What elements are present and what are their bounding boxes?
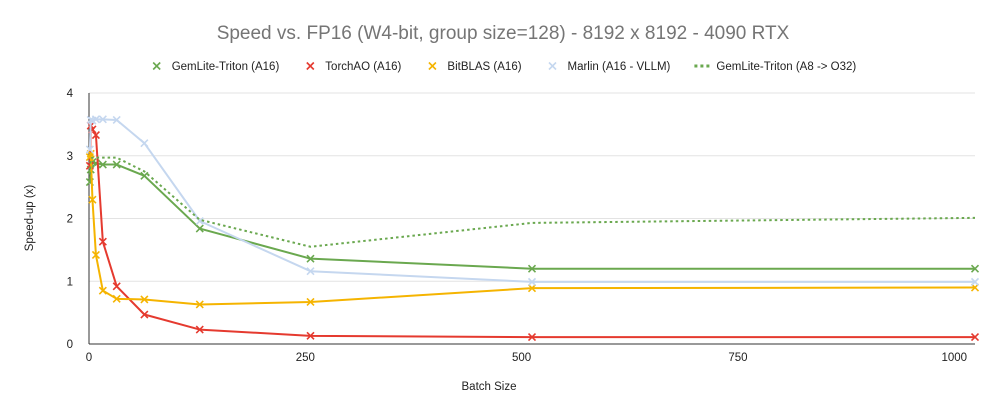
data-point <box>88 195 97 204</box>
series-2 <box>85 121 980 342</box>
data-point <box>85 145 94 154</box>
y-tick-label: 2 <box>67 214 73 226</box>
data-point <box>527 333 537 342</box>
data-point <box>140 139 149 148</box>
legend-item: GemLite-Triton (A16) <box>152 61 280 73</box>
data-point <box>306 254 315 263</box>
x-axis-label: Batch Size <box>462 381 517 393</box>
data-point <box>970 264 980 273</box>
x-tick-label: 500 <box>512 352 531 364</box>
y-axis-label: Speed-up (x) <box>24 185 36 252</box>
data-point <box>98 115 107 124</box>
data-point <box>527 277 537 286</box>
data-point <box>91 250 100 259</box>
data-point <box>306 297 315 307</box>
data-point <box>98 286 107 295</box>
data-point <box>140 295 149 304</box>
series-line <box>88 161 975 270</box>
y-tick-label: 1 <box>67 276 73 288</box>
legend-label: GemLite-Triton (A16) <box>172 61 280 73</box>
series-line <box>88 156 976 248</box>
data-point <box>195 325 204 334</box>
legend-symbol <box>152 61 161 71</box>
data-point <box>527 284 537 293</box>
chart-title: Speed vs. FP16 (W4-bit, group size=128) … <box>217 23 790 44</box>
y-tick-label: 0 <box>67 339 73 351</box>
data-point <box>98 237 107 246</box>
data-point <box>98 160 107 169</box>
x-tick-label: 250 <box>296 352 315 364</box>
data-point <box>112 160 121 169</box>
legend: GemLite-Triton (A16) TorchAO (A16) BitBLAS… <box>152 61 856 73</box>
series-3 <box>85 149 980 309</box>
series-5 <box>88 156 976 248</box>
data-point <box>140 171 149 180</box>
gridlines <box>89 92 975 282</box>
legend-symbol <box>306 61 315 71</box>
data-point <box>306 267 315 276</box>
data-point <box>970 333 980 342</box>
series-4 <box>85 115 980 286</box>
legend-item: GemLite-Triton (A8 -> O32) <box>694 61 856 73</box>
data-point <box>195 224 204 233</box>
legend-label: TorchAO (A16) <box>325 61 401 73</box>
data-point <box>91 115 100 124</box>
data-point <box>306 331 315 340</box>
data-point <box>140 310 149 319</box>
data-point <box>91 130 100 140</box>
axes: 0 1 2 3 4 0 250 500 750 1000 <box>67 88 975 364</box>
legend-label: BitBLAS (A16) <box>447 61 521 73</box>
y-tick-label: 4 <box>67 88 74 100</box>
legend-item: TorchAO (A16) <box>306 61 402 73</box>
legend-label: GemLite-Triton (A8 -> O32) <box>716 61 856 73</box>
x-tick-label: 0 <box>86 352 92 364</box>
data-point <box>112 294 121 303</box>
legend-item: Marlin (A16 - VLLM) <box>548 61 671 73</box>
series-line <box>88 118 975 283</box>
y-tick-label: 3 <box>67 151 73 163</box>
x-tick-label: 750 <box>728 352 747 364</box>
data-point <box>970 277 980 286</box>
data-point <box>112 115 121 125</box>
legend-label: Marlin (A16 - VLLM) <box>568 61 671 73</box>
legend-symbol <box>694 64 710 68</box>
series-layer <box>85 115 980 342</box>
data-point <box>112 282 121 291</box>
data-point <box>527 264 537 273</box>
x-tick-label: 1000 <box>941 352 967 364</box>
data-point <box>195 300 204 309</box>
legend-symbol <box>548 61 557 71</box>
legend-item: BitBLAS (A16) <box>428 61 522 73</box>
legend-symbol <box>428 61 437 71</box>
series-1 <box>85 157 980 273</box>
